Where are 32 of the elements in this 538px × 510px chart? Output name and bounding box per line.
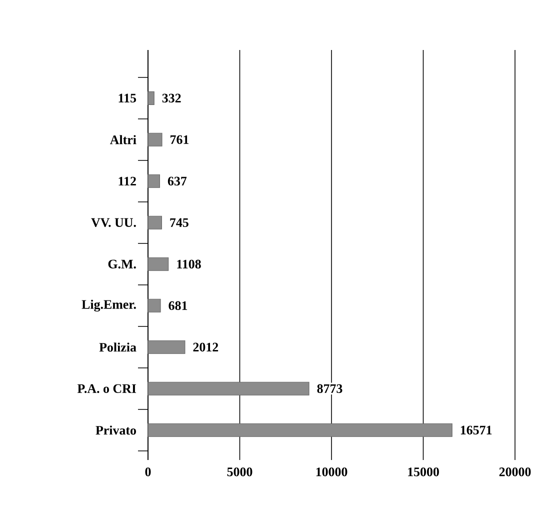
x-tick-label: 20000: [499, 468, 531, 476]
y-tick-label: Privato: [96, 426, 136, 435]
y-tick-label: Lig.Emer.: [82, 300, 136, 312]
bar: [148, 257, 169, 271]
data-label: 1108: [177, 260, 201, 268]
data-label: 2012: [193, 342, 218, 352]
x-tick-label: 0: [145, 468, 151, 476]
data-label: 681: [168, 301, 188, 310]
bar: [148, 174, 160, 188]
data-label: 332: [162, 94, 181, 102]
bar: [148, 216, 162, 230]
data-label: 637: [168, 176, 187, 186]
bar: [148, 382, 310, 396]
bar: [148, 298, 161, 312]
x-tick-label: 10000: [316, 468, 348, 476]
bar: [148, 132, 162, 146]
y-tick-label: Polizia: [99, 342, 136, 352]
bar: [148, 423, 452, 437]
x-tick-label: 5000: [227, 468, 252, 476]
bar: [148, 340, 186, 354]
y-tick-label: Altri: [110, 135, 136, 144]
y-tick-label: 112: [118, 176, 136, 186]
y-tick-label: 115: [118, 94, 136, 102]
y-tick-label: VV. UU.: [91, 218, 136, 227]
data-label: 761: [170, 135, 189, 144]
bar: [148, 91, 154, 105]
data-label: 8773: [317, 384, 342, 393]
x-tick-label: 15000: [408, 468, 439, 476]
data-label: 745: [170, 218, 188, 227]
y-tick-label: G.M.: [108, 260, 136, 269]
data-label: 16571: [460, 426, 492, 434]
y-tick-label: P.A. o CRI: [77, 384, 136, 394]
